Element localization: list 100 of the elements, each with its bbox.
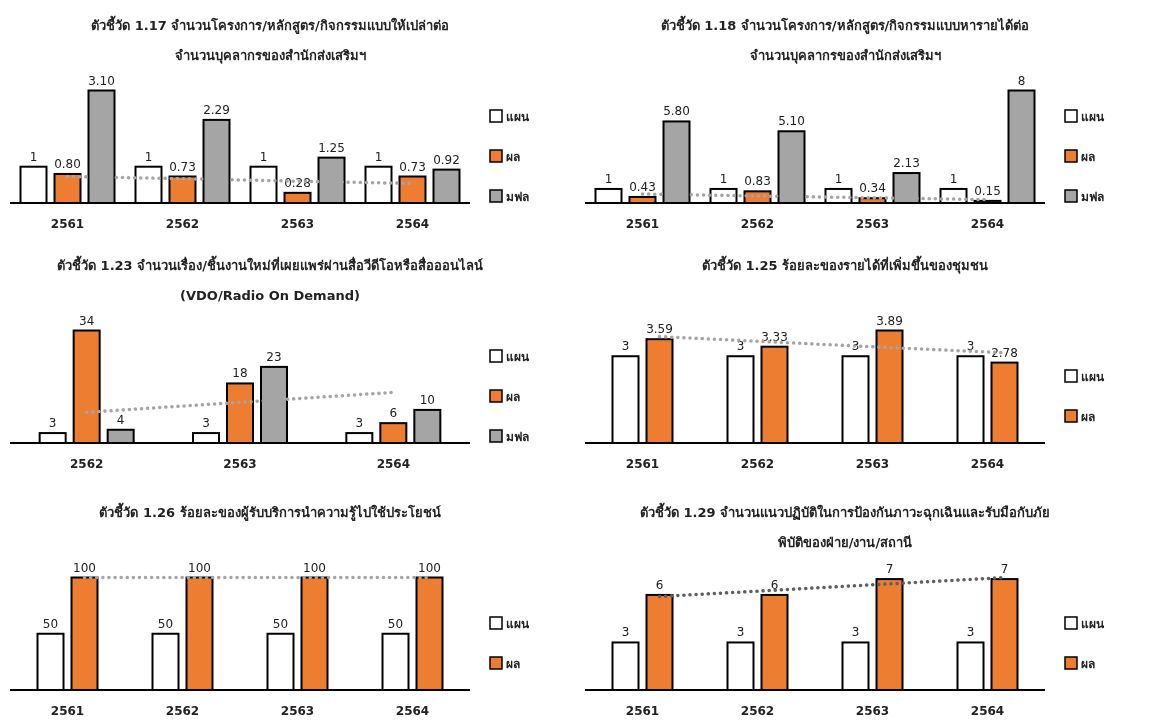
legend-item: แผน: [1064, 109, 1104, 124]
x-tick-label: 2564: [970, 217, 1005, 231]
chart-title: ตัวชี้วัด 1.26 ร้อยละของผู้รับบริการนำความรู้ไปใช้ประโยชน์: [99, 502, 441, 521]
data-label: 3: [736, 625, 745, 640]
legend-item: ผล: [489, 149, 520, 164]
data-label: 1: [949, 171, 958, 186]
data-label: 3.10: [88, 73, 115, 88]
x-tick-label: 2563: [855, 217, 890, 231]
x-tick-label: 2563: [223, 457, 257, 471]
data-label: 4: [116, 412, 125, 427]
x-tick-label: 2561: [625, 457, 660, 471]
chart-title: ตัวชี้วัด 1.29 จำนวนแนวปฏิบัติในการป้องกันภาวะฉุกเฉินและรับมือกับภัย: [639, 502, 1051, 521]
data-label: 3: [355, 416, 364, 431]
data-label: 3: [202, 416, 210, 431]
data-label: 3: [966, 339, 975, 354]
chart-title: ตัวชี้วัด 1.17 จำนวนโครงการ/หลักสูตร/กิจกรรมแบบให้เปล่าต่อ: [91, 15, 449, 34]
legend-label: ผล: [506, 657, 520, 671]
data-label: 3: [48, 416, 57, 431]
legend-label: แผน: [1081, 370, 1105, 384]
chart-title: ตัวชี้วัด 1.25 ร้อยละของรายได้ที่เพิ่มขึ้นของชุมชน: [701, 255, 989, 274]
chart-subtitle: จำนวนบุคลากรของสำนักส่งเสริมฯ: [749, 48, 941, 64]
data-label: 50: [157, 616, 174, 631]
legend-item: มฟล: [489, 189, 529, 204]
data-label: 0.15: [974, 183, 1001, 198]
data-label: 1: [259, 149, 268, 164]
data-label: 100: [418, 560, 441, 575]
legend-label: ผล: [1081, 150, 1095, 164]
data-label: 0.92: [433, 152, 460, 167]
data-label: 3: [621, 339, 630, 354]
data-label: 34: [79, 313, 95, 328]
data-label: 3: [621, 625, 630, 640]
x-tick-label: 2564: [970, 457, 1005, 471]
legend-item: ผล: [1064, 656, 1095, 671]
data-label: 23: [266, 349, 282, 364]
chart-subtitle: (VDO/Radio On Demand): [180, 288, 360, 303]
legend-item: แผน: [1064, 616, 1104, 631]
data-label: 3.33: [761, 329, 788, 344]
data-label: 1: [604, 171, 613, 186]
legend-item: ผล: [489, 389, 520, 404]
data-label: 0.73: [399, 159, 426, 174]
data-label: 1.25: [318, 140, 345, 155]
x-tick-label: 2562: [740, 217, 775, 231]
x-tick-label: 2561: [50, 217, 85, 231]
legend-label: แผน: [506, 110, 530, 124]
x-tick-label: 2561: [625, 217, 660, 231]
x-tick-label: 2561: [50, 704, 85, 718]
legend-item: มฟล: [1064, 189, 1104, 204]
data-label: 18: [232, 366, 248, 381]
legend-label: แผน: [1081, 110, 1105, 124]
x-tick-label: 2563: [855, 704, 890, 718]
data-label: 3: [851, 625, 860, 640]
data-label: 6: [389, 406, 398, 421]
x-tick-label: 2564: [395, 704, 430, 718]
x-tick-label: 2564: [395, 217, 430, 231]
legend-label: ผล: [1081, 410, 1095, 424]
data-label: 2.78: [991, 345, 1018, 360]
chart-subtitle: พิบัติของฝ่าย/งาน/สถานี: [777, 535, 913, 550]
data-label: 6: [655, 577, 664, 592]
x-tick-label: 2564: [970, 704, 1005, 718]
data-label: 0.83: [744, 174, 771, 189]
data-label: 100: [73, 560, 96, 575]
legend-label: ผล: [506, 390, 520, 404]
x-tick-label: 2562: [69, 457, 104, 471]
legend-item: ผล: [1064, 409, 1095, 424]
x-tick-label: 2563: [280, 217, 315, 231]
chart-title: ตัวชี้วัด 1.18 จำนวนโครงการ/หลักสูตร/กิจกรรมแบบหารายได้ต่อ: [660, 15, 1030, 34]
data-label: 1: [144, 149, 153, 164]
data-label: 0.34: [859, 181, 886, 196]
legend-item: แผน: [1064, 369, 1104, 384]
x-tick-label: 2561: [625, 704, 660, 718]
data-label: 1: [29, 149, 38, 164]
data-label: 3: [851, 339, 860, 354]
data-label: 10: [419, 392, 435, 407]
data-label: 2.29: [203, 102, 230, 117]
legend-item: ผล: [1064, 149, 1095, 164]
legend-label: แผน: [506, 350, 530, 364]
legend-label: มฟล: [506, 430, 529, 444]
data-label: 50: [272, 616, 289, 631]
data-label: 0.73: [169, 159, 196, 174]
data-label: 8: [1017, 73, 1026, 88]
data-label: 100: [303, 560, 326, 575]
legend-label: มฟล: [1081, 190, 1104, 204]
data-label: 1: [719, 171, 728, 186]
data-label: 1: [834, 171, 843, 186]
x-tick-label: 2562: [165, 217, 200, 231]
legend-label: มฟล: [506, 190, 529, 204]
x-tick-label: 2562: [740, 457, 775, 471]
chart-subtitle: จำนวนบุคลากรของสำนักส่งเสริมฯ: [174, 48, 366, 64]
data-label: 5.80: [663, 104, 690, 119]
data-label: 0.43: [629, 179, 656, 194]
data-label: 6: [770, 577, 779, 592]
x-tick-label: 2564: [376, 457, 411, 471]
data-label: 3: [966, 625, 975, 640]
data-label: 100: [188, 560, 211, 575]
data-label: 2.13: [893, 156, 920, 171]
data-label: 1: [374, 149, 383, 164]
legend-label: แผน: [1081, 617, 1105, 631]
legend-item: แผน: [489, 349, 529, 364]
data-label: 50: [42, 616, 59, 631]
data-label: 5.10: [778, 114, 805, 129]
